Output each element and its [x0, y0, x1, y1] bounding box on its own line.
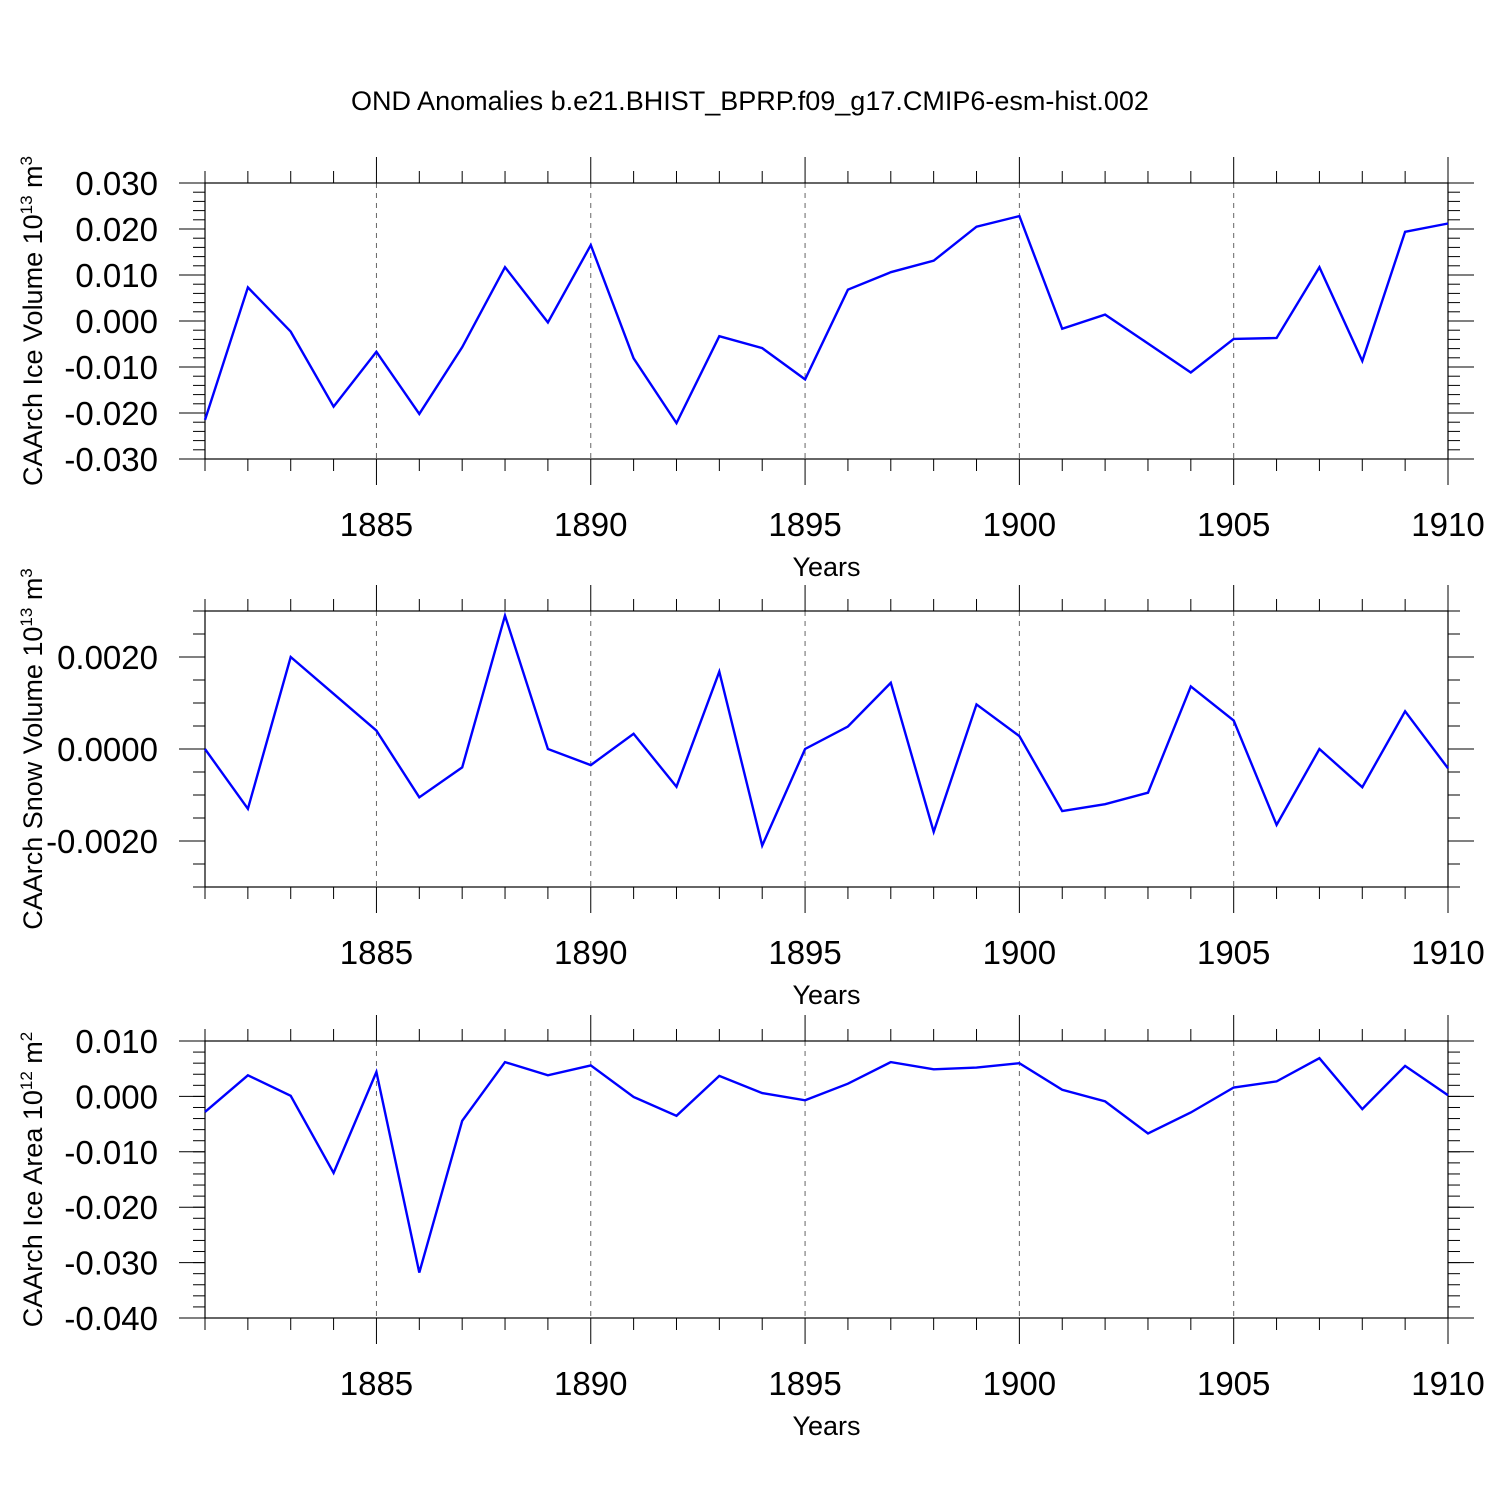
y-axis-title-unit-exponent: 2: [17, 1032, 36, 1041]
chart-panel-2: 1885 1890 1895 1900 1905 1910 -0.0020 0.0000 0.0…: [17, 568, 1485, 1010]
y-axis-title-exponent: 13: [17, 608, 36, 627]
x-tick-label: 1900: [983, 934, 1056, 971]
y-tick-label: 0.010: [75, 1023, 158, 1060]
x-tick-label: 1885: [340, 934, 413, 971]
figure-title: OND Anomalies b.e21.BHIST_BPRP.f09_g17.C…: [351, 86, 1149, 116]
plot-frame: [204, 610, 1449, 888]
x-tick-label: 1895: [768, 934, 841, 971]
y-axis-title: CAArch Ice Area 1012 m2: [17, 1032, 48, 1328]
x-tick-label: 1890: [554, 934, 627, 971]
y-axis-title-exponent: 12: [17, 1071, 36, 1090]
x-tick-label: 1905: [1197, 934, 1270, 971]
data-series-line: [204, 1056, 1449, 1273]
y-axis-title-unit: m: [18, 578, 48, 608]
x-tick-label: 1900: [983, 506, 1056, 543]
y-tick-label: 0.0000: [57, 731, 158, 768]
x-tick-label: 1910: [1411, 934, 1484, 971]
y-tick-label: 0.030: [75, 165, 158, 202]
data-series-line: [204, 611, 1449, 850]
y-axis-title-main: CAArch Snow Volume 10: [18, 627, 48, 930]
y-axis-title-unit: m: [18, 165, 48, 195]
y-tick-label: -0.010: [64, 1134, 158, 1171]
x-axis-title: Years: [792, 980, 860, 1010]
y-axis-title-exponent: 13: [17, 195, 36, 214]
chart-panel-3: 1885 1890 1895 1900 1905 1910 -0.040 -0.030 -0.0…: [17, 1015, 1485, 1441]
x-tick-label: 1895: [768, 506, 841, 543]
y-axis-title: CAArch Snow Volume 1013 m3: [17, 568, 48, 930]
x-tick-label: 1890: [554, 1365, 627, 1402]
x-tick-label: 1885: [340, 1365, 413, 1402]
x-tick-label: 1885: [340, 506, 413, 543]
x-tick-label: 1890: [554, 506, 627, 543]
y-tick-label: -0.040: [64, 1300, 158, 1337]
x-axis-title: Years: [792, 1411, 860, 1441]
data-series-line: [203, 214, 1449, 426]
plot-frame: [204, 182, 1449, 460]
y-tick-label: -0.030: [64, 441, 158, 478]
plot-frame: [204, 1040, 1449, 1319]
y-axis-title-main: CAArch Ice Volume 10: [18, 214, 48, 486]
y-tick-label: 0.000: [75, 303, 158, 340]
y-tick-label: -0.020: [64, 1189, 158, 1226]
y-axis-title-main: CAArch Ice Area 10: [18, 1090, 48, 1327]
x-axis-title: Years: [792, 552, 860, 582]
y-axis-title-unit-exponent: 3: [17, 156, 36, 165]
x-tick-label: 1895: [768, 1365, 841, 1402]
x-tick-label: 1900: [983, 1365, 1056, 1402]
y-tick-label: -0.010: [64, 349, 158, 386]
y-tick-label: -0.0020: [46, 823, 158, 860]
y-tick-label: 0.0020: [57, 639, 158, 676]
y-tick-label: 0.020: [75, 211, 158, 248]
x-tick-label: 1905: [1197, 1365, 1270, 1402]
x-tick-label: 1910: [1411, 1365, 1484, 1402]
y-tick-label: -0.030: [64, 1245, 158, 1282]
y-tick-label: 0.000: [75, 1078, 158, 1115]
y-axis-title-unit: m: [18, 1041, 48, 1071]
x-tick-label: 1910: [1411, 506, 1484, 543]
chart-panel-1: 1885 1890 1895 1900 1905 1910 -0.030 -0.020 -0.0…: [17, 156, 1485, 582]
y-axis-title-unit-exponent: 3: [17, 568, 36, 577]
y-tick-label: -0.020: [64, 395, 158, 432]
y-axis-title: CAArch Ice Volume 1013 m3: [17, 156, 48, 486]
y-tick-label: 0.010: [75, 257, 158, 294]
x-tick-label: 1905: [1197, 506, 1270, 543]
panels: 1885 1890 1895 1900 1905 1910 -0.030 -0.020 -0.0…: [17, 156, 1485, 1441]
